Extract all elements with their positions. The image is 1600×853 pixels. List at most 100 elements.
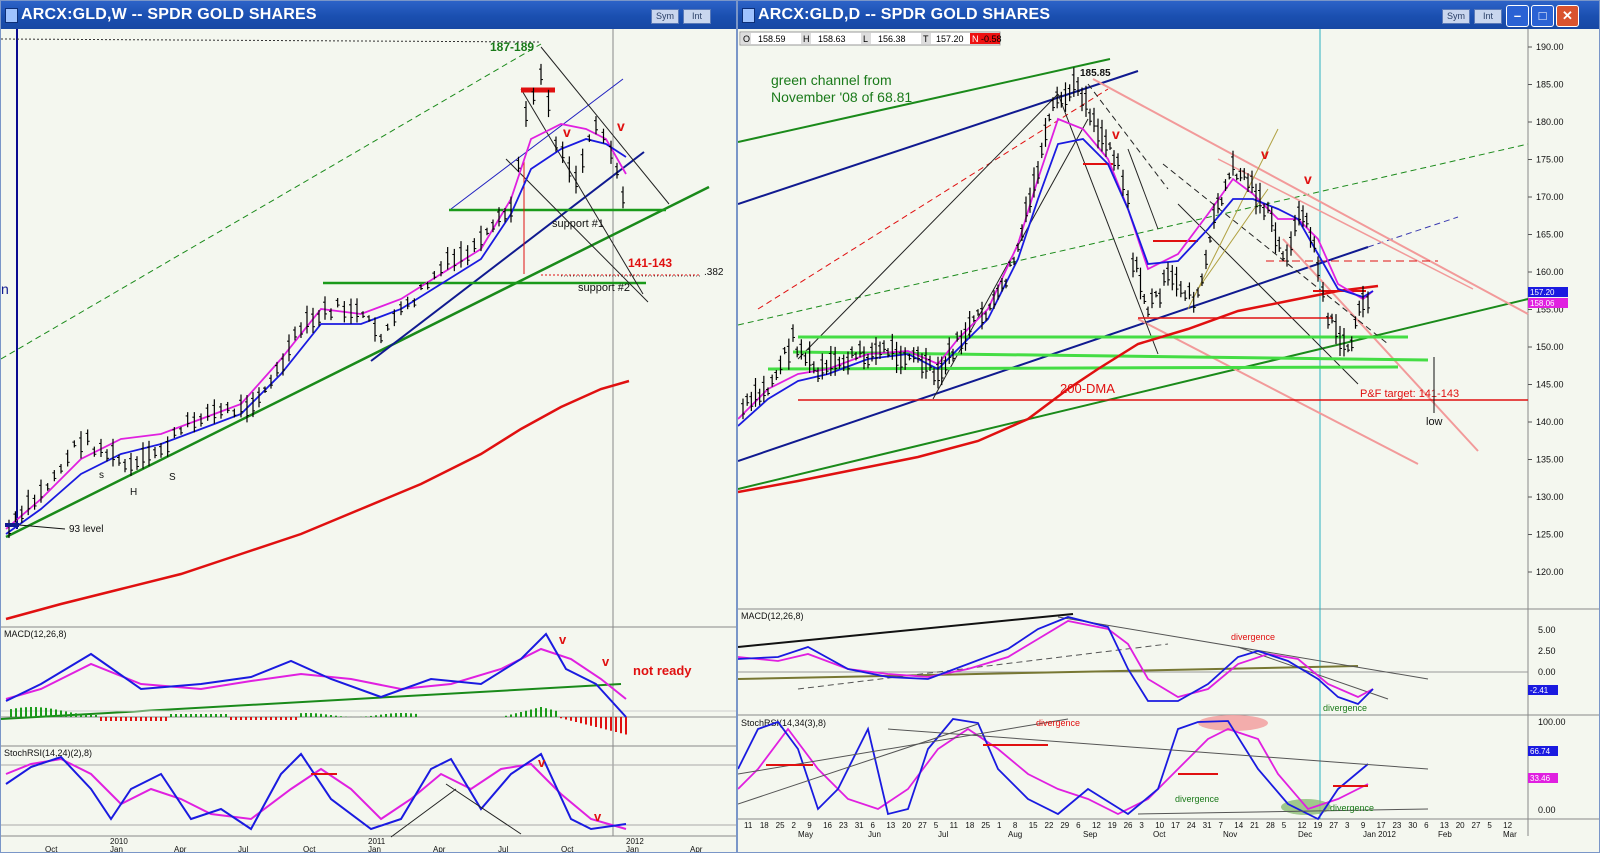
weekly-chart-canvas[interactable]: 187-189 v v support #1 141-143 .382 supp… [1, 29, 736, 852]
y-tick-label: 120.00 [1536, 567, 1564, 577]
close-icon[interactable]: ✕ [1556, 5, 1579, 27]
daily-price-bar [1258, 182, 1262, 214]
weekly-price-bar [153, 447, 157, 459]
left-sym-button[interactable]: Sym [651, 9, 679, 24]
x-day-tick: 27 [918, 821, 927, 830]
weekly-price-bar [539, 63, 543, 85]
daily-price-bar [1121, 169, 1125, 197]
x-day-tick: 9 [1361, 821, 1366, 830]
daily-price-bar [1071, 67, 1076, 97]
daily-price-bar [996, 284, 1000, 300]
weekly-price-bar [405, 296, 410, 310]
weekly-price-bar [65, 449, 70, 467]
x-day-tick: 17 [1377, 821, 1386, 830]
weekly-price-bar [79, 431, 83, 459]
x-day-tick: 6 [1076, 821, 1081, 830]
right-int-button[interactable]: Int [1474, 9, 1502, 24]
x-day-tick: 2 [791, 821, 796, 830]
daily-price-bar [1289, 231, 1293, 256]
daily-price-bar [1349, 336, 1354, 352]
weekly-price-bar [580, 148, 585, 173]
daily-price-bar [1269, 207, 1274, 232]
daily-price-bar [795, 346, 800, 358]
y-tick-label: 175.00 [1536, 155, 1564, 165]
left-stoch-label: StochRSI(14,24)(2),8) [4, 748, 92, 758]
fib-label: .382 [704, 267, 724, 278]
daily-price-bar [1357, 300, 1362, 316]
daily-price-bar [928, 355, 932, 371]
daily-price-bar [907, 353, 912, 361]
weekly-price-bar [503, 208, 507, 223]
weekly-trendlines [1, 38, 710, 621]
weekly-price-bar [59, 464, 63, 474]
weekly-price-bar [92, 446, 97, 457]
weekly-price-bar [269, 374, 273, 389]
daily-price-bar [1297, 201, 1301, 226]
weekly-price-bar [479, 225, 483, 252]
x-day-tick: 21 [1250, 821, 1259, 830]
weekly-price-bar [491, 219, 495, 233]
weekly-price-bar [205, 403, 210, 421]
weekly-price-bar [245, 395, 249, 423]
weekly-price-bar [26, 489, 31, 516]
left-window-title: ARCX:GLD,W -- SPDR GOLD SHARES [21, 6, 317, 23]
stoch-y-tick: 0.00 [1538, 805, 1556, 815]
daily-price-bar [959, 330, 964, 355]
peak-value-label: 185.85 [1080, 68, 1111, 79]
weekly-price-bar [601, 128, 606, 144]
daily-price-bar [833, 346, 838, 376]
daily-price-bar [1196, 287, 1200, 298]
x-day-tick: 30 [1408, 821, 1417, 830]
daily-price-bar [1281, 251, 1285, 262]
weekly-price-bar [615, 162, 619, 179]
daily-price-bar [1316, 256, 1320, 282]
left-macd-label: MACD(12,26,8) [4, 629, 67, 639]
right-title-bar[interactable]: ARCX:GLD,D -- SPDR GOLD SHARES Sym Int –… [738, 1, 1599, 29]
left-x-tick: Apr [433, 845, 446, 852]
daily-price-bar [1285, 244, 1289, 267]
daily-price-bar [1293, 214, 1297, 237]
weekly-price-bar [594, 116, 598, 135]
daily-price-bar [1100, 119, 1104, 152]
weekly-price-bar [199, 413, 203, 427]
daily-price-bar [1055, 86, 1060, 109]
daily-price-bar [1234, 173, 1239, 181]
left-int-button[interactable]: Int [683, 9, 711, 24]
daily-price-bar [903, 347, 908, 370]
daily-price-bar [1016, 243, 1020, 252]
daily-price-bar [811, 361, 816, 374]
daily-price-bar [741, 398, 745, 420]
minimize-icon[interactable]: – [1506, 5, 1529, 27]
maximize-icon[interactable]: □ [1531, 5, 1554, 27]
weekly-price-bar [281, 353, 285, 376]
daily-price-bar [984, 311, 988, 322]
channel-note-line2: November '08 of 68.81 [771, 89, 912, 105]
svg-text:n: n [1, 281, 9, 297]
daily-price-bar [870, 342, 874, 362]
level-93-label: 93 level [69, 524, 103, 535]
left-title-bar[interactable]: ARCX:GLD,W -- SPDR GOLD SHARES Sym Int [1, 1, 736, 29]
weekly-price-bar [367, 315, 371, 322]
macd-not-ready-note: not ready [633, 663, 692, 678]
daily-price-bar [1116, 153, 1120, 170]
weekly-price-bar [129, 452, 133, 476]
weekly-price-bar [355, 298, 359, 323]
weekly-price-bar [39, 479, 43, 503]
y-tick-label: 190.00 [1536, 42, 1564, 52]
daily-chart-canvas[interactable]: O 158.59 H 158.63 L 156.38 T 157.20 N -0… [738, 29, 1599, 852]
weekly-price-bar [105, 449, 109, 462]
weekly-price-bar [587, 134, 592, 143]
daily-price-bar [1012, 256, 1016, 266]
daily-price-bar [1187, 282, 1192, 300]
weekly-price-bar [335, 298, 340, 308]
left-x-tick: Oct [561, 845, 574, 852]
stoch-divergence-3: divergence [1330, 803, 1374, 813]
y-tick-label: 125.00 [1536, 530, 1564, 540]
daily-price-bar [1039, 142, 1044, 159]
daily-v-marker-2: v [1261, 146, 1269, 162]
x-day-tick: 31 [855, 821, 864, 830]
right-sym-button[interactable]: Sym [1442, 9, 1470, 24]
macd-y-tick: 2.50 [1538, 646, 1556, 656]
macd-v-marker-2: v [602, 654, 610, 669]
x-day-tick: 5 [1282, 821, 1287, 830]
